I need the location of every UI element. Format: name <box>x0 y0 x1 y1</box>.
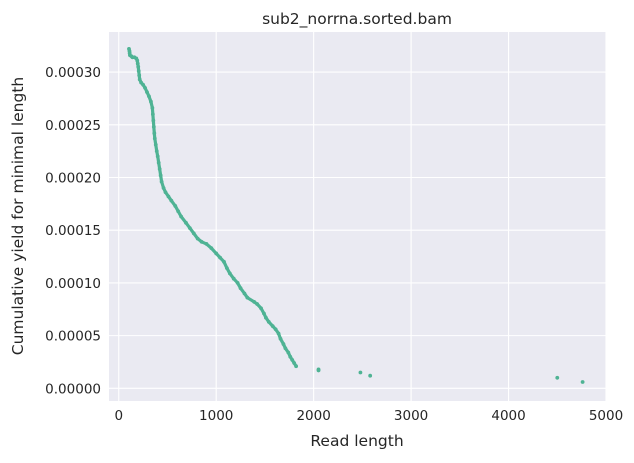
data-point <box>155 154 160 159</box>
data-point <box>199 239 204 244</box>
data-point <box>150 112 155 117</box>
x-tick-labels: 0 1000 2000 3000 4000 5000 <box>114 408 623 424</box>
data-point <box>580 380 585 384</box>
data-point <box>141 82 146 87</box>
data-point <box>245 295 250 300</box>
data-point <box>263 315 268 320</box>
plot-area <box>109 32 606 401</box>
data-point <box>176 209 181 214</box>
data-point <box>292 361 297 365</box>
x-tick-label: 1000 <box>199 408 233 424</box>
x-tick-label: 3000 <box>394 408 428 424</box>
data-point <box>225 266 229 271</box>
data-point <box>149 99 153 104</box>
data-points <box>127 46 585 384</box>
data-point <box>222 259 226 264</box>
y-tick-label: 0.00025 <box>45 118 101 134</box>
y-tick-label: 0.00005 <box>45 329 101 345</box>
data-point <box>156 160 161 165</box>
data-point <box>288 354 293 359</box>
data-point <box>136 69 141 73</box>
data-point <box>151 118 156 123</box>
data-point <box>150 106 155 110</box>
data-point <box>252 299 257 304</box>
data-point <box>555 375 560 380</box>
y-tick-label: 0.00000 <box>45 381 101 397</box>
x-tick-label: 5000 <box>589 408 623 424</box>
data-point <box>358 370 363 375</box>
data-point <box>266 320 271 324</box>
data-point <box>290 357 295 362</box>
y-tick-label: 0.00020 <box>45 170 101 186</box>
data-point <box>173 204 178 208</box>
data-point <box>152 131 157 136</box>
data-point <box>294 364 299 369</box>
x-tick-label: 4000 <box>491 408 525 424</box>
data-point <box>159 179 164 184</box>
data-point <box>187 226 192 230</box>
chart-title: sub2_norrna.sorted.bam <box>262 10 452 29</box>
data-point <box>153 142 158 147</box>
data-point <box>270 324 275 329</box>
data-point <box>158 173 163 178</box>
data-point <box>231 276 236 281</box>
data-point <box>191 231 196 236</box>
y-tick-label: 0.00015 <box>45 223 101 239</box>
data-point <box>278 336 283 341</box>
x-axis-label: Read length <box>310 432 403 450</box>
data-point <box>136 64 141 69</box>
data-point <box>184 220 188 225</box>
data-point <box>161 186 166 190</box>
data-point <box>166 194 171 199</box>
data-point <box>145 90 149 94</box>
data-point <box>281 342 286 346</box>
data-point <box>179 214 184 219</box>
data-point <box>227 271 232 276</box>
data-point <box>273 327 278 332</box>
data-point <box>262 311 266 316</box>
data-point <box>137 77 142 82</box>
data-point <box>235 281 240 285</box>
data-point <box>286 350 291 355</box>
data-point <box>238 286 243 291</box>
y-axis-label: Cumulative yield for minimal length <box>9 77 27 356</box>
data-point <box>137 73 142 78</box>
data-point <box>154 149 159 154</box>
data-point <box>259 306 263 311</box>
data-point <box>135 58 140 63</box>
y-tick-label: 0.00030 <box>45 65 101 81</box>
data-point <box>276 331 281 336</box>
data-point <box>143 85 147 90</box>
data-point <box>135 61 140 66</box>
data-point <box>255 302 260 306</box>
data-point <box>209 246 214 251</box>
y-tick-labels: 0.00000 0.00005 0.00010 0.00015 0.00020 0.000… <box>45 65 101 397</box>
data-point <box>316 368 321 373</box>
data-point <box>151 124 156 129</box>
data-point <box>242 291 247 296</box>
data-point <box>204 242 209 246</box>
data-point <box>368 373 373 378</box>
data-point <box>218 255 222 260</box>
data-point <box>163 190 168 195</box>
data-point <box>283 346 288 351</box>
data-point <box>152 136 157 141</box>
grid <box>109 32 607 401</box>
data-point <box>195 236 200 241</box>
data-point <box>214 251 219 256</box>
x-tick-label: 0 <box>114 408 123 424</box>
data-point <box>147 94 151 99</box>
y-tick-label: 0.00010 <box>45 276 101 292</box>
data-point <box>157 167 162 171</box>
data-point <box>169 198 174 203</box>
x-tick-label: 2000 <box>296 408 330 424</box>
